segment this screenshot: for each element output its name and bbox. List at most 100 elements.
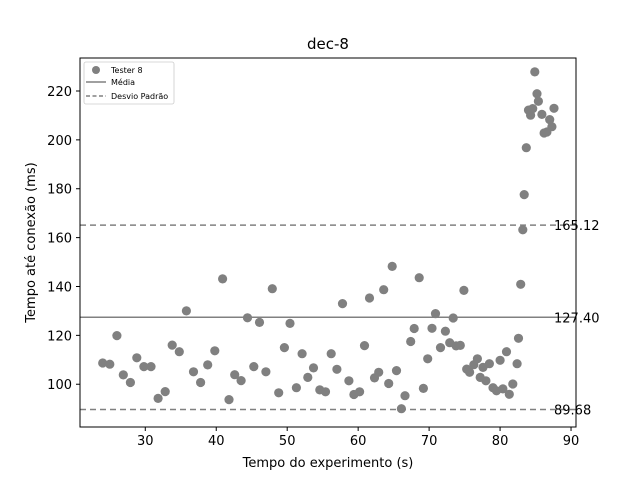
y-tick-label: 200 bbox=[47, 134, 72, 149]
legend-label-scatter: Tester 8 bbox=[110, 66, 143, 75]
legend-label-mean: Média bbox=[111, 77, 135, 87]
axis-ticks: 30 40 50 60 70 80 90 100 120 140 160 180 200 220 bbox=[47, 85, 579, 449]
data-point bbox=[146, 362, 156, 372]
data-point bbox=[504, 389, 514, 399]
data-point bbox=[254, 317, 265, 327]
data-point bbox=[508, 379, 518, 389]
data-point bbox=[430, 309, 441, 319]
x-tick-label: 60 bbox=[350, 434, 367, 449]
data-point bbox=[355, 387, 365, 397]
data-point bbox=[132, 353, 142, 363]
x-tick-label: 90 bbox=[563, 434, 580, 449]
data-point bbox=[391, 366, 402, 376]
data-point bbox=[448, 313, 458, 323]
data-point bbox=[203, 360, 213, 370]
data-point bbox=[440, 326, 450, 336]
data-point bbox=[484, 359, 494, 369]
data-point bbox=[406, 336, 416, 347]
data-points bbox=[98, 67, 559, 414]
x-tick-label: 80 bbox=[492, 434, 509, 449]
data-point bbox=[545, 115, 555, 125]
data-point bbox=[279, 343, 289, 353]
data-point bbox=[344, 376, 354, 386]
legend: Tester 8 Média Desvio Padrão bbox=[83, 61, 175, 105]
y-tick-label: 220 bbox=[47, 85, 72, 100]
data-point bbox=[242, 313, 253, 323]
data-point bbox=[528, 104, 538, 114]
data-point bbox=[518, 225, 528, 235]
data-point bbox=[516, 279, 526, 289]
data-point bbox=[418, 383, 428, 393]
data-point bbox=[423, 354, 433, 364]
data-point bbox=[210, 346, 220, 356]
data-point bbox=[297, 349, 307, 359]
data-point bbox=[532, 89, 542, 99]
data-point bbox=[153, 393, 163, 403]
x-tick-label: 40 bbox=[208, 434, 225, 449]
data-point bbox=[409, 323, 419, 334]
data-point bbox=[472, 354, 482, 364]
data-point bbox=[533, 96, 544, 106]
data-point bbox=[160, 387, 170, 397]
data-point bbox=[188, 367, 199, 377]
data-point bbox=[547, 122, 557, 132]
data-point bbox=[224, 395, 234, 405]
data-point bbox=[374, 367, 384, 377]
data-point bbox=[455, 340, 465, 350]
data-point bbox=[359, 341, 370, 351]
y-tick-label: 180 bbox=[47, 183, 72, 198]
data-point bbox=[364, 293, 375, 303]
data-point bbox=[291, 383, 301, 393]
data-point bbox=[481, 376, 491, 386]
mean-value-label: 127.40 bbox=[554, 311, 600, 326]
data-point bbox=[498, 384, 508, 394]
data-point bbox=[414, 273, 424, 283]
y-tick-label: 100 bbox=[47, 378, 72, 393]
x-tick-label: 70 bbox=[421, 434, 438, 449]
data-point bbox=[308, 363, 319, 373]
data-point bbox=[549, 103, 559, 113]
reference-lines: 165.12 127.40 89.68 bbox=[80, 219, 600, 418]
data-point bbox=[337, 299, 348, 309]
data-point bbox=[320, 387, 331, 397]
data-point bbox=[512, 359, 522, 369]
data-point bbox=[112, 331, 122, 341]
data-point bbox=[303, 372, 313, 382]
x-tick-label: 50 bbox=[279, 434, 296, 449]
data-point bbox=[495, 355, 505, 365]
y-tick-label: 160 bbox=[47, 232, 72, 247]
data-point bbox=[427, 323, 437, 333]
data-point bbox=[530, 67, 540, 77]
data-point bbox=[387, 261, 397, 271]
data-point bbox=[537, 109, 547, 119]
data-point bbox=[167, 340, 177, 350]
legend-label-std: Desvio Padrão bbox=[111, 92, 168, 101]
std-upper-value-label: 165.12 bbox=[554, 219, 600, 234]
data-point bbox=[218, 274, 228, 284]
data-point bbox=[400, 391, 410, 401]
data-point bbox=[513, 333, 524, 343]
data-point bbox=[98, 358, 108, 368]
data-point bbox=[139, 362, 149, 372]
data-point bbox=[267, 284, 277, 294]
data-point bbox=[435, 343, 446, 353]
data-point bbox=[261, 367, 271, 377]
data-point bbox=[236, 376, 246, 386]
y-tick-label: 120 bbox=[47, 329, 72, 344]
data-point bbox=[196, 377, 206, 388]
data-point bbox=[285, 318, 295, 328]
legend-box bbox=[83, 61, 175, 105]
data-point bbox=[396, 404, 406, 414]
data-point bbox=[105, 359, 115, 369]
data-point bbox=[332, 364, 342, 374]
data-point bbox=[459, 285, 469, 295]
data-point bbox=[501, 347, 512, 357]
legend-marker-scatter bbox=[92, 66, 100, 74]
x-tick-label: 30 bbox=[137, 434, 154, 449]
data-point bbox=[274, 388, 284, 398]
data-point bbox=[465, 367, 475, 377]
std-lower-value-label: 89.68 bbox=[554, 403, 591, 418]
x-axis-label: Tempo do experimento (s) bbox=[242, 456, 414, 471]
data-point bbox=[125, 377, 135, 388]
